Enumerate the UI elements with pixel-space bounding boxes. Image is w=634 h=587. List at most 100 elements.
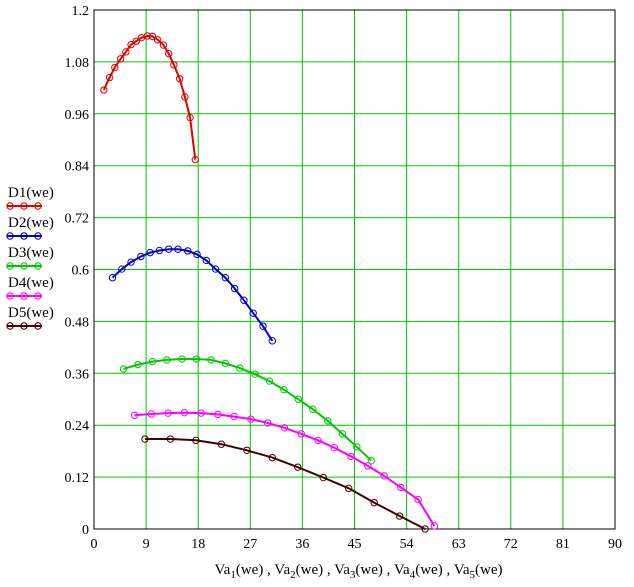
series-4 <box>130 408 439 530</box>
data-point <box>193 250 201 259</box>
series-2 <box>108 245 276 345</box>
data-point <box>294 463 302 471</box>
data-point <box>268 453 276 462</box>
legend-swatch-marker <box>34 292 42 300</box>
data-point <box>105 73 114 82</box>
data-point <box>192 436 200 445</box>
x-tick-label: 18 <box>191 537 205 552</box>
x-tick-label: 45 <box>348 537 362 552</box>
data-point <box>178 355 186 363</box>
data-point <box>164 409 172 417</box>
data-point <box>170 61 178 69</box>
data-point <box>118 265 126 273</box>
data-point <box>251 370 259 378</box>
series-lines <box>100 32 439 533</box>
data-point <box>111 63 119 72</box>
data-point <box>132 37 140 45</box>
data-point <box>184 247 192 255</box>
data-point <box>414 495 422 504</box>
data-point <box>166 435 175 443</box>
data-point <box>259 322 267 330</box>
legend-item: D3(we) <box>6 245 54 270</box>
series-line <box>144 438 426 530</box>
data-point <box>421 525 429 533</box>
data-point <box>243 446 251 454</box>
data-point <box>247 415 255 423</box>
legend-swatch-marker <box>6 202 14 210</box>
y-tick-label: 0.96 <box>65 108 90 123</box>
x-axis-label: Va1(we) , Va2(we) , Va3(we) , Va4(we) , … <box>215 562 503 581</box>
data-point <box>119 365 128 373</box>
data-point <box>217 440 226 448</box>
data-point <box>214 410 222 419</box>
data-point <box>116 55 125 63</box>
data-point <box>330 443 338 452</box>
data-point <box>370 498 378 507</box>
data-point <box>353 443 361 451</box>
x-tick-label: 27 <box>243 537 257 552</box>
data-point <box>324 417 332 425</box>
y-tick-label: 0.6 <box>72 264 90 279</box>
legend-item: D4(we) <box>6 275 54 300</box>
y-axis-tick-labels: 0 0.12 0.24 0.36 0.48 0.6 0.72 0.84 0.96 1.08 1.2 <box>65 4 90 538</box>
data-point <box>294 395 303 403</box>
data-point <box>430 522 439 530</box>
legend-swatch-marker <box>34 232 42 240</box>
legend-label: D3(we) <box>8 245 54 261</box>
y-tick-label: 0.84 <box>65 160 90 175</box>
data-point <box>147 410 156 418</box>
series-line <box>134 411 436 527</box>
data-point <box>153 36 162 44</box>
data-point <box>395 512 404 520</box>
data-point <box>230 284 239 293</box>
data-point <box>148 357 157 366</box>
legend: D1(we) D2(we) D3(we) D4(we) D5(we) <box>6 185 54 330</box>
data-point <box>180 408 189 417</box>
data-point <box>230 412 238 421</box>
x-tick-label: 36 <box>295 537 309 552</box>
data-point <box>338 430 347 438</box>
legend-item: D2(we) <box>6 215 54 240</box>
x-tick-label: 63 <box>452 537 466 552</box>
data-point <box>108 274 117 282</box>
x-tick-label: 0 <box>91 537 98 552</box>
data-point <box>130 411 139 419</box>
grid <box>93 9 616 530</box>
data-point <box>364 462 372 470</box>
x-tick-label: 72 <box>504 537 518 552</box>
y-tick-label: 0 <box>82 523 89 538</box>
data-point <box>164 49 173 58</box>
y-tick-label: 1.2 <box>72 4 90 19</box>
data-point <box>236 364 244 372</box>
series-3 <box>119 355 375 465</box>
data-point <box>280 424 289 432</box>
data-point <box>221 274 230 282</box>
y-tick-label: 0.36 <box>65 367 90 382</box>
data-point <box>211 265 220 273</box>
data-point <box>263 419 272 427</box>
x-tick-label: 54 <box>400 537 414 552</box>
data-point <box>197 409 205 417</box>
legend-swatch-marker <box>6 232 14 240</box>
data-point <box>380 472 388 480</box>
data-point <box>249 309 257 317</box>
data-point <box>191 155 200 164</box>
data-point <box>297 430 305 438</box>
data-point <box>175 75 184 83</box>
legend-item: D5(we) <box>6 305 54 330</box>
y-tick-label: 0.12 <box>65 471 90 486</box>
data-point <box>127 258 135 266</box>
data-point <box>397 483 405 492</box>
legend-swatch-marker <box>20 202 28 210</box>
data-point <box>186 113 194 122</box>
data-point <box>148 32 157 41</box>
data-point <box>265 377 274 385</box>
data-point <box>240 296 248 304</box>
data-point <box>146 248 154 257</box>
series-5 <box>141 435 429 533</box>
legend-swatch-marker <box>34 322 42 330</box>
data-point <box>280 386 288 394</box>
data-point <box>122 48 130 56</box>
legend-label: D4(we) <box>8 275 54 291</box>
data-point <box>181 93 189 101</box>
